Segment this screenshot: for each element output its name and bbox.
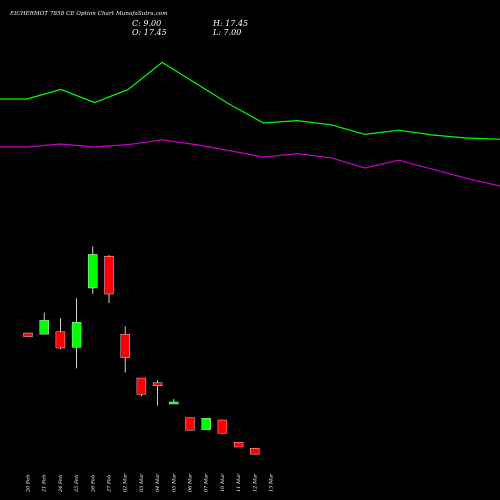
x-tick-label: 07 Mar (204, 473, 210, 492)
candle (233, 442, 244, 448)
candle (104, 255, 114, 303)
x-tick-label: 24 Feb (58, 475, 64, 493)
candle-body (201, 418, 211, 430)
candles (23, 246, 260, 455)
candle (23, 332, 33, 337)
indicator-line-2 (0, 139, 500, 187)
x-tick-label: 02 Mar (123, 473, 129, 492)
candle (39, 312, 49, 335)
candle-body (136, 377, 147, 395)
candle (250, 448, 260, 455)
candle-body (169, 401, 179, 405)
candle-body (120, 334, 130, 358)
x-tick-label: 21 Feb (42, 475, 48, 493)
candle (201, 418, 211, 430)
candle-body (185, 417, 195, 431)
x-axis-labels: 20 Feb 21 Feb 24 Feb 25 Feb 26 Feb 27 Feb 02 M… (26, 473, 275, 493)
candle-body (152, 382, 163, 386)
candle-body (104, 256, 114, 295)
open-value: O: 17.45 (132, 28, 167, 37)
candle (120, 326, 130, 373)
candle-body (88, 254, 98, 289)
x-tick-label: 13 Mar (269, 473, 275, 492)
x-tick-label: 06 Mar (188, 473, 194, 492)
indicator-line-1 (0, 61, 500, 140)
candle (71, 298, 82, 369)
low-value: L: 7.00 (213, 28, 242, 37)
x-tick-label: 27 Feb (107, 475, 113, 493)
high-value: H: 17.45 (213, 19, 249, 28)
close-value: C: 9.00 (132, 19, 162, 28)
candle (88, 246, 98, 294)
candle (136, 377, 147, 396)
candle-body (233, 442, 244, 448)
x-tick-label: 25 Feb (74, 475, 80, 493)
candle-body (250, 448, 260, 455)
indicator-lines (0, 61, 500, 187)
candle (55, 318, 66, 350)
candle (152, 380, 163, 406)
x-tick-label: 20 Feb (26, 475, 32, 493)
x-tick-label: 04 Mar (155, 473, 161, 492)
candle-body (217, 419, 228, 434)
candle-body (55, 331, 66, 349)
candle-body (71, 322, 82, 348)
candle-body (39, 320, 49, 335)
candle (169, 399, 179, 405)
x-tick-label: 10 Mar (220, 473, 226, 492)
candle-body (23, 332, 33, 337)
chart-title: EICHERMOT 7850 CE Option Chart MunafaSut… (10, 11, 168, 17)
x-tick-label: 05 Mar (171, 473, 177, 492)
x-tick-label: 12 Mar (252, 473, 258, 492)
candle (185, 417, 195, 431)
x-tick-label: 03 Mar (139, 473, 145, 492)
x-tick-label: 26 Feb (90, 475, 96, 493)
x-tick-label: 11 Mar (236, 473, 242, 492)
candle (217, 419, 228, 434)
